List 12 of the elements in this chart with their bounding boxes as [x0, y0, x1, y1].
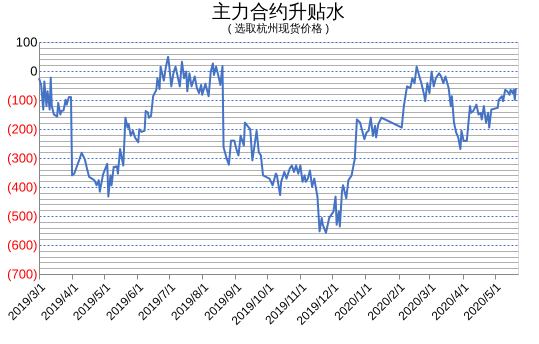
line-series — [38, 56, 517, 234]
y-tick-label: (700) — [7, 266, 38, 282]
y-tick-label: 100 — [16, 34, 38, 50]
y-tick-label: (200) — [7, 122, 38, 136]
y-tick-label: (600) — [7, 238, 38, 252]
y-tick-label: (100) — [7, 92, 38, 108]
y-tick-label: (300) — [7, 150, 38, 166]
y-tick-label: (500) — [7, 208, 38, 224]
y-tick-label: 0 — [30, 64, 38, 78]
chart-subtitle: ( 选取杭州现货价格 ) — [228, 22, 330, 35]
chart-title: 主力合约升贴水 — [212, 1, 345, 23]
y-tick-label: (400) — [7, 180, 38, 194]
